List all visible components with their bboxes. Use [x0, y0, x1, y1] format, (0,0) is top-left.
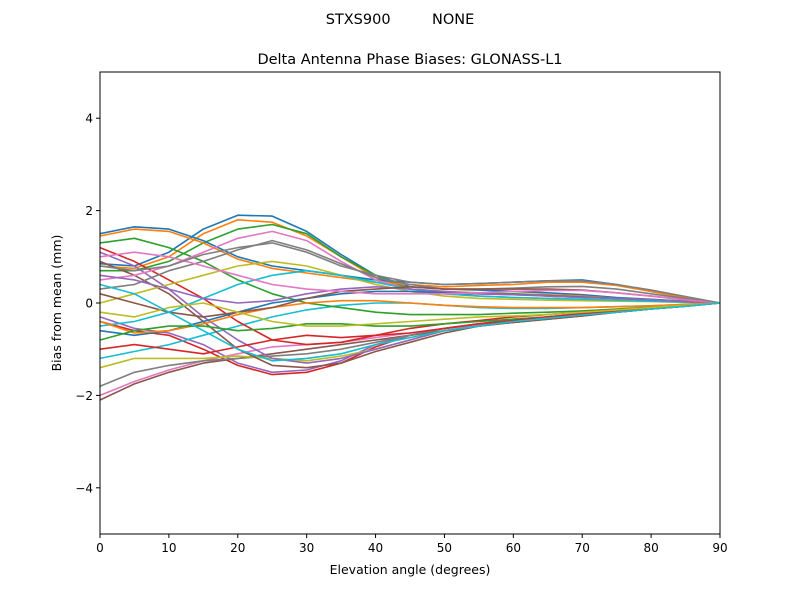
x-tick-label: 10 — [161, 541, 176, 555]
x-tick-label: 30 — [299, 541, 314, 555]
y-tick-label: 4 — [85, 112, 93, 126]
x-tick-label: 80 — [643, 541, 658, 555]
y-tick-label: 2 — [85, 204, 93, 218]
y-tick-label: −4 — [75, 481, 93, 495]
y-tick-label: 0 — [85, 297, 93, 311]
x-tick-label: 20 — [230, 541, 245, 555]
y-axis-label: Bias from mean (mm) — [49, 235, 64, 372]
x-tick-label: 50 — [437, 541, 452, 555]
series-line-22 — [99, 299, 721, 334]
series-line-18 — [99, 239, 721, 304]
x-axis-label: Elevation angle (degrees) — [330, 562, 491, 577]
x-tick-label: 70 — [575, 541, 590, 555]
series-line-27 — [99, 251, 721, 304]
x-tick-label: 90 — [712, 541, 727, 555]
series-lines — [99, 214, 721, 401]
x-ticks: 0 10 20 30 40 50 60 70 80 90 — [96, 534, 728, 555]
y-tick-label: −2 — [75, 389, 93, 403]
chart-title: Delta Antenna Phase Biases: GLONASS-L1 — [257, 52, 562, 68]
x-tick-label: 40 — [368, 541, 383, 555]
chart-suptitle: STXS900 NONE — [326, 12, 475, 28]
series-line-24 — [99, 302, 721, 355]
series-line-25 — [99, 274, 721, 304]
x-tick-label: 0 — [96, 541, 104, 555]
y-ticks: −4 −2 0 2 4 — [75, 112, 100, 495]
series-line-29 — [99, 302, 721, 327]
series-line-28 — [99, 242, 721, 304]
series-line-30 — [99, 283, 721, 362]
x-tick-label: 60 — [506, 541, 521, 555]
